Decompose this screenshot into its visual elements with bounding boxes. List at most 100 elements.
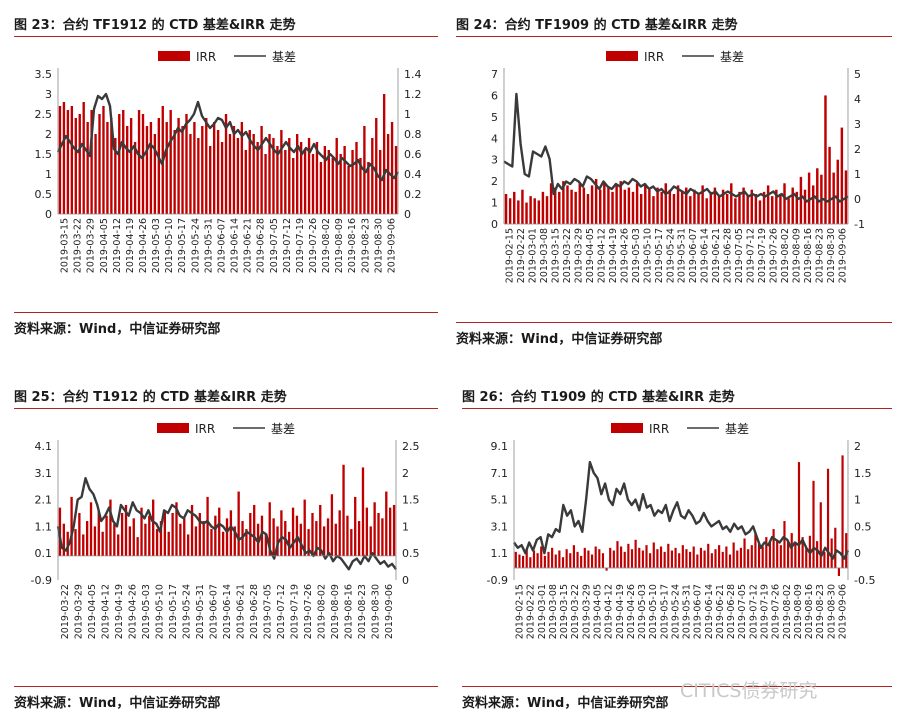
irr-bar [78,513,81,556]
right-axis-tick-label: 2 [854,143,861,156]
irr-bar [678,553,681,568]
x-axis-tick-label: 2019-02-15 [505,228,516,283]
irr-bar [668,189,672,224]
chart-title: 图 26：合约 T1909 的 CTD 基差&IRR 走势 [462,390,735,405]
x-axis-tick-label: 2019-05-17 [654,228,665,283]
x-axis-tick-label: 2019-05-03 [631,228,642,283]
irr-bar [233,526,236,556]
irr-bar [225,518,229,556]
irr-bar [783,183,786,224]
x-axis-tick-label: 2019-02-15 [515,584,526,639]
irr-bar [152,499,155,556]
source-note: 资料来源：Wind，中信证券研究部 [14,696,221,711]
irr-bar [645,545,648,568]
irr-bar [816,168,819,224]
chart-title: 图 23：合约 TF1912 的 CTD 基差&IRR 走势 [14,18,296,33]
irr-bar [169,110,172,214]
irr-bar [74,118,77,214]
irr-bar [652,196,655,224]
irr-bar [674,547,677,568]
irr-bar [159,521,163,556]
irr-bar [607,187,610,224]
irr-bar [594,546,597,568]
irr-bar [339,154,342,214]
irr-bar [725,546,728,568]
x-axis-tick-label: 2019-05-17 [659,584,670,639]
x-axis-tick-label: 2019-07-12 [276,584,287,639]
x-axis-tick-label: 2019-05-03 [151,218,162,273]
irr-bar [551,547,554,568]
irr-bar [221,531,225,556]
x-axis-tick-label: 2019-08-23 [815,584,826,639]
irr-bar [386,134,390,214]
right-axis-tick-label: 0.6 [404,148,422,161]
irr-bar [140,507,143,556]
legend-irr-swatch [611,423,643,433]
irr-bar [186,534,190,556]
irr-bar [728,554,732,568]
irr-bar [113,523,116,556]
x-axis-tick-label: 2019-03-08 [539,228,550,283]
x-axis-tick-label: 2019-05-10 [154,584,165,639]
irr-bar [126,126,129,214]
x-axis-tick-label: 2019-04-12 [112,218,123,273]
irr-bar [338,510,341,556]
left-axis-tick-label: -0.9 [31,574,52,587]
x-axis-tick-label: 2019-08-09 [791,228,802,283]
irr-bar [389,507,392,556]
x-axis-tick-label: 2019-05-31 [682,584,693,639]
irr-bar [185,114,188,214]
x-axis-tick-label: 2019-04-26 [127,584,138,639]
x-axis-tick-label: 2019-03-22 [570,584,581,639]
irr-bar [193,122,196,214]
x-axis-tick-label: 2019-04-26 [138,218,149,273]
irr-bar [725,194,729,224]
irr-bar [381,518,384,556]
x-axis-tick-label: 2019-06-21 [715,584,726,639]
irr-bar [194,526,198,556]
irr-bar [245,529,248,556]
right-axis-tick-label: 1 [854,168,861,181]
irr-bar [89,502,93,556]
right-axis-tick-label: 0.5 [402,547,420,560]
irr-bar [137,110,141,214]
irr-bar [276,146,279,214]
title-rule [462,408,892,409]
irr-bar [303,150,307,214]
x-axis-tick-label: 2019-07-05 [737,584,748,639]
irr-bar [811,185,815,224]
irr-bar [331,158,334,214]
irr-bar [807,172,811,224]
irr-bar [373,502,376,556]
legend-basis-label: 基差 [725,422,749,436]
irr-bar [351,150,354,214]
watermark: CITICS债券研究 [680,680,818,702]
x-axis-tick-label: 2019-08-16 [347,218,358,273]
irr-bar [615,185,618,224]
irr-bar [175,502,178,556]
irr-bar [599,189,602,224]
x-axis-tick-label: 2019-05-24 [665,228,676,283]
irr-bar [594,179,598,224]
irr-bar [513,191,516,224]
irr-bar [590,554,594,568]
irr-bar [355,142,358,214]
irr-bar [775,189,778,224]
irr-bar [514,551,517,568]
right-axis-tick-label: 0.4 [404,168,422,181]
irr-bar [375,118,378,214]
x-axis-tick-label: 2019-04-05 [87,584,98,639]
irr-bar [117,534,120,556]
irr-bar [133,142,137,214]
x-axis-tick-label: 2019-05-17 [168,584,179,639]
left-axis-tick-label: 5.1 [491,494,509,507]
irr-bar [260,126,263,214]
left-axis-tick-label: 1 [491,197,498,210]
irr-bar [795,191,799,224]
chart-panel-t1909: 图 26：合约 T1909 的 CTD 基差&IRR 走势 IRR 基差 9.1 7.… [462,386,892,722]
irr-bar [299,523,302,556]
irr-bar [303,499,306,556]
irr-bar [697,194,700,224]
basis-line [56,92,399,182]
irr-bar [327,150,330,214]
